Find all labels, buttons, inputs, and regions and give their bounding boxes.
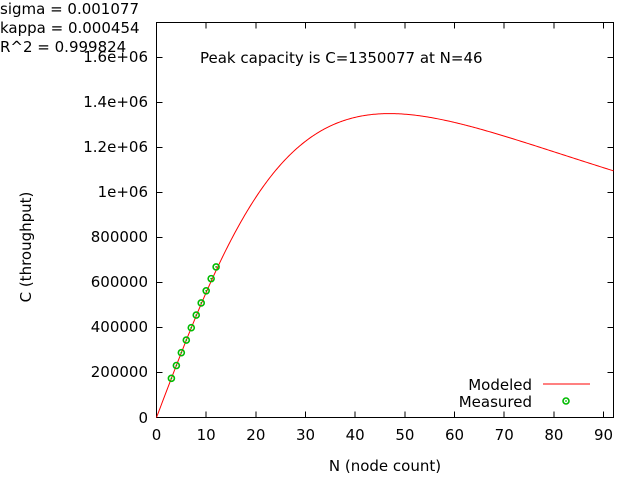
measured-point-marker [197,299,206,307]
legend-measured-marker-dot [565,400,567,402]
measured-point-marker [202,286,210,295]
measured-point-marker [192,311,201,319]
modeled-curve [156,113,614,418]
x-tick-label: 70 [494,426,514,444]
y-tick-label: 1.2e+06 [83,138,148,157]
stat-rsquared: R^2 = 0.999824 [0,38,127,56]
y-tick-label: 200000 [90,363,148,382]
stat-sigma: sigma = 0.001077 [0,0,139,18]
x-tick-label: 80 [544,426,564,444]
measured-point-center-dot [210,277,213,280]
legend-measured-marker-sample [562,397,570,405]
measured-point-marker [172,361,181,370]
x-tick-label: 30 [295,426,316,444]
measured-point-marker [212,263,220,271]
x-tick-label: 40 [345,426,365,444]
y-axis-title: C (throughput) [17,191,35,303]
y-tick-label: 1e+06 [97,183,148,202]
plot-border [156,22,614,418]
measured-point-center-dot [190,326,193,329]
x-axis-title: N (node count) [328,457,442,475]
x-tick-label: 50 [395,426,415,444]
x-tick-label: 20 [246,426,266,444]
measured-point-center-dot [200,302,203,304]
y-tick-label: 800000 [90,228,148,247]
y-tick-label: 0 [138,408,148,427]
x-tick-label: 10 [196,426,216,444]
legend-entry-measured: Measured [458,393,532,411]
measured-point-center-dot [175,364,178,367]
measured-point-center-dot [185,339,188,341]
fit-stats-block: sigma = 0.001077 kappa = 0.000454 R^2 = … [0,0,640,57]
measured-point-marker [187,323,196,332]
x-tick-label: 90 [594,426,614,444]
y-tick-label: 1.4e+06 [83,93,148,112]
measured-point-marker [167,374,176,383]
y-tick-label: 1.6e+06 [83,48,148,67]
measured-point-center-dot [195,314,198,316]
measured-point-marker [207,274,215,283]
measured-point-center-dot [205,289,208,292]
x-tick-label: 0 [151,426,162,444]
measured-point-center-dot [215,266,218,268]
y-tick-label: 400000 [90,318,148,337]
y-tick-label: 600000 [90,273,148,292]
measured-point-marker [177,348,186,357]
measured-point-center-dot [170,377,173,380]
legend-entry-modeled: Modeled [468,376,532,394]
peak-capacity-annotation: Peak capacity is C=1350077 at N=46 [200,49,483,67]
stat-kappa: kappa = 0.000454 [0,19,140,37]
measured-point-center-dot [180,351,183,354]
measured-point-marker [182,336,191,344]
x-tick-label: 60 [444,426,465,444]
